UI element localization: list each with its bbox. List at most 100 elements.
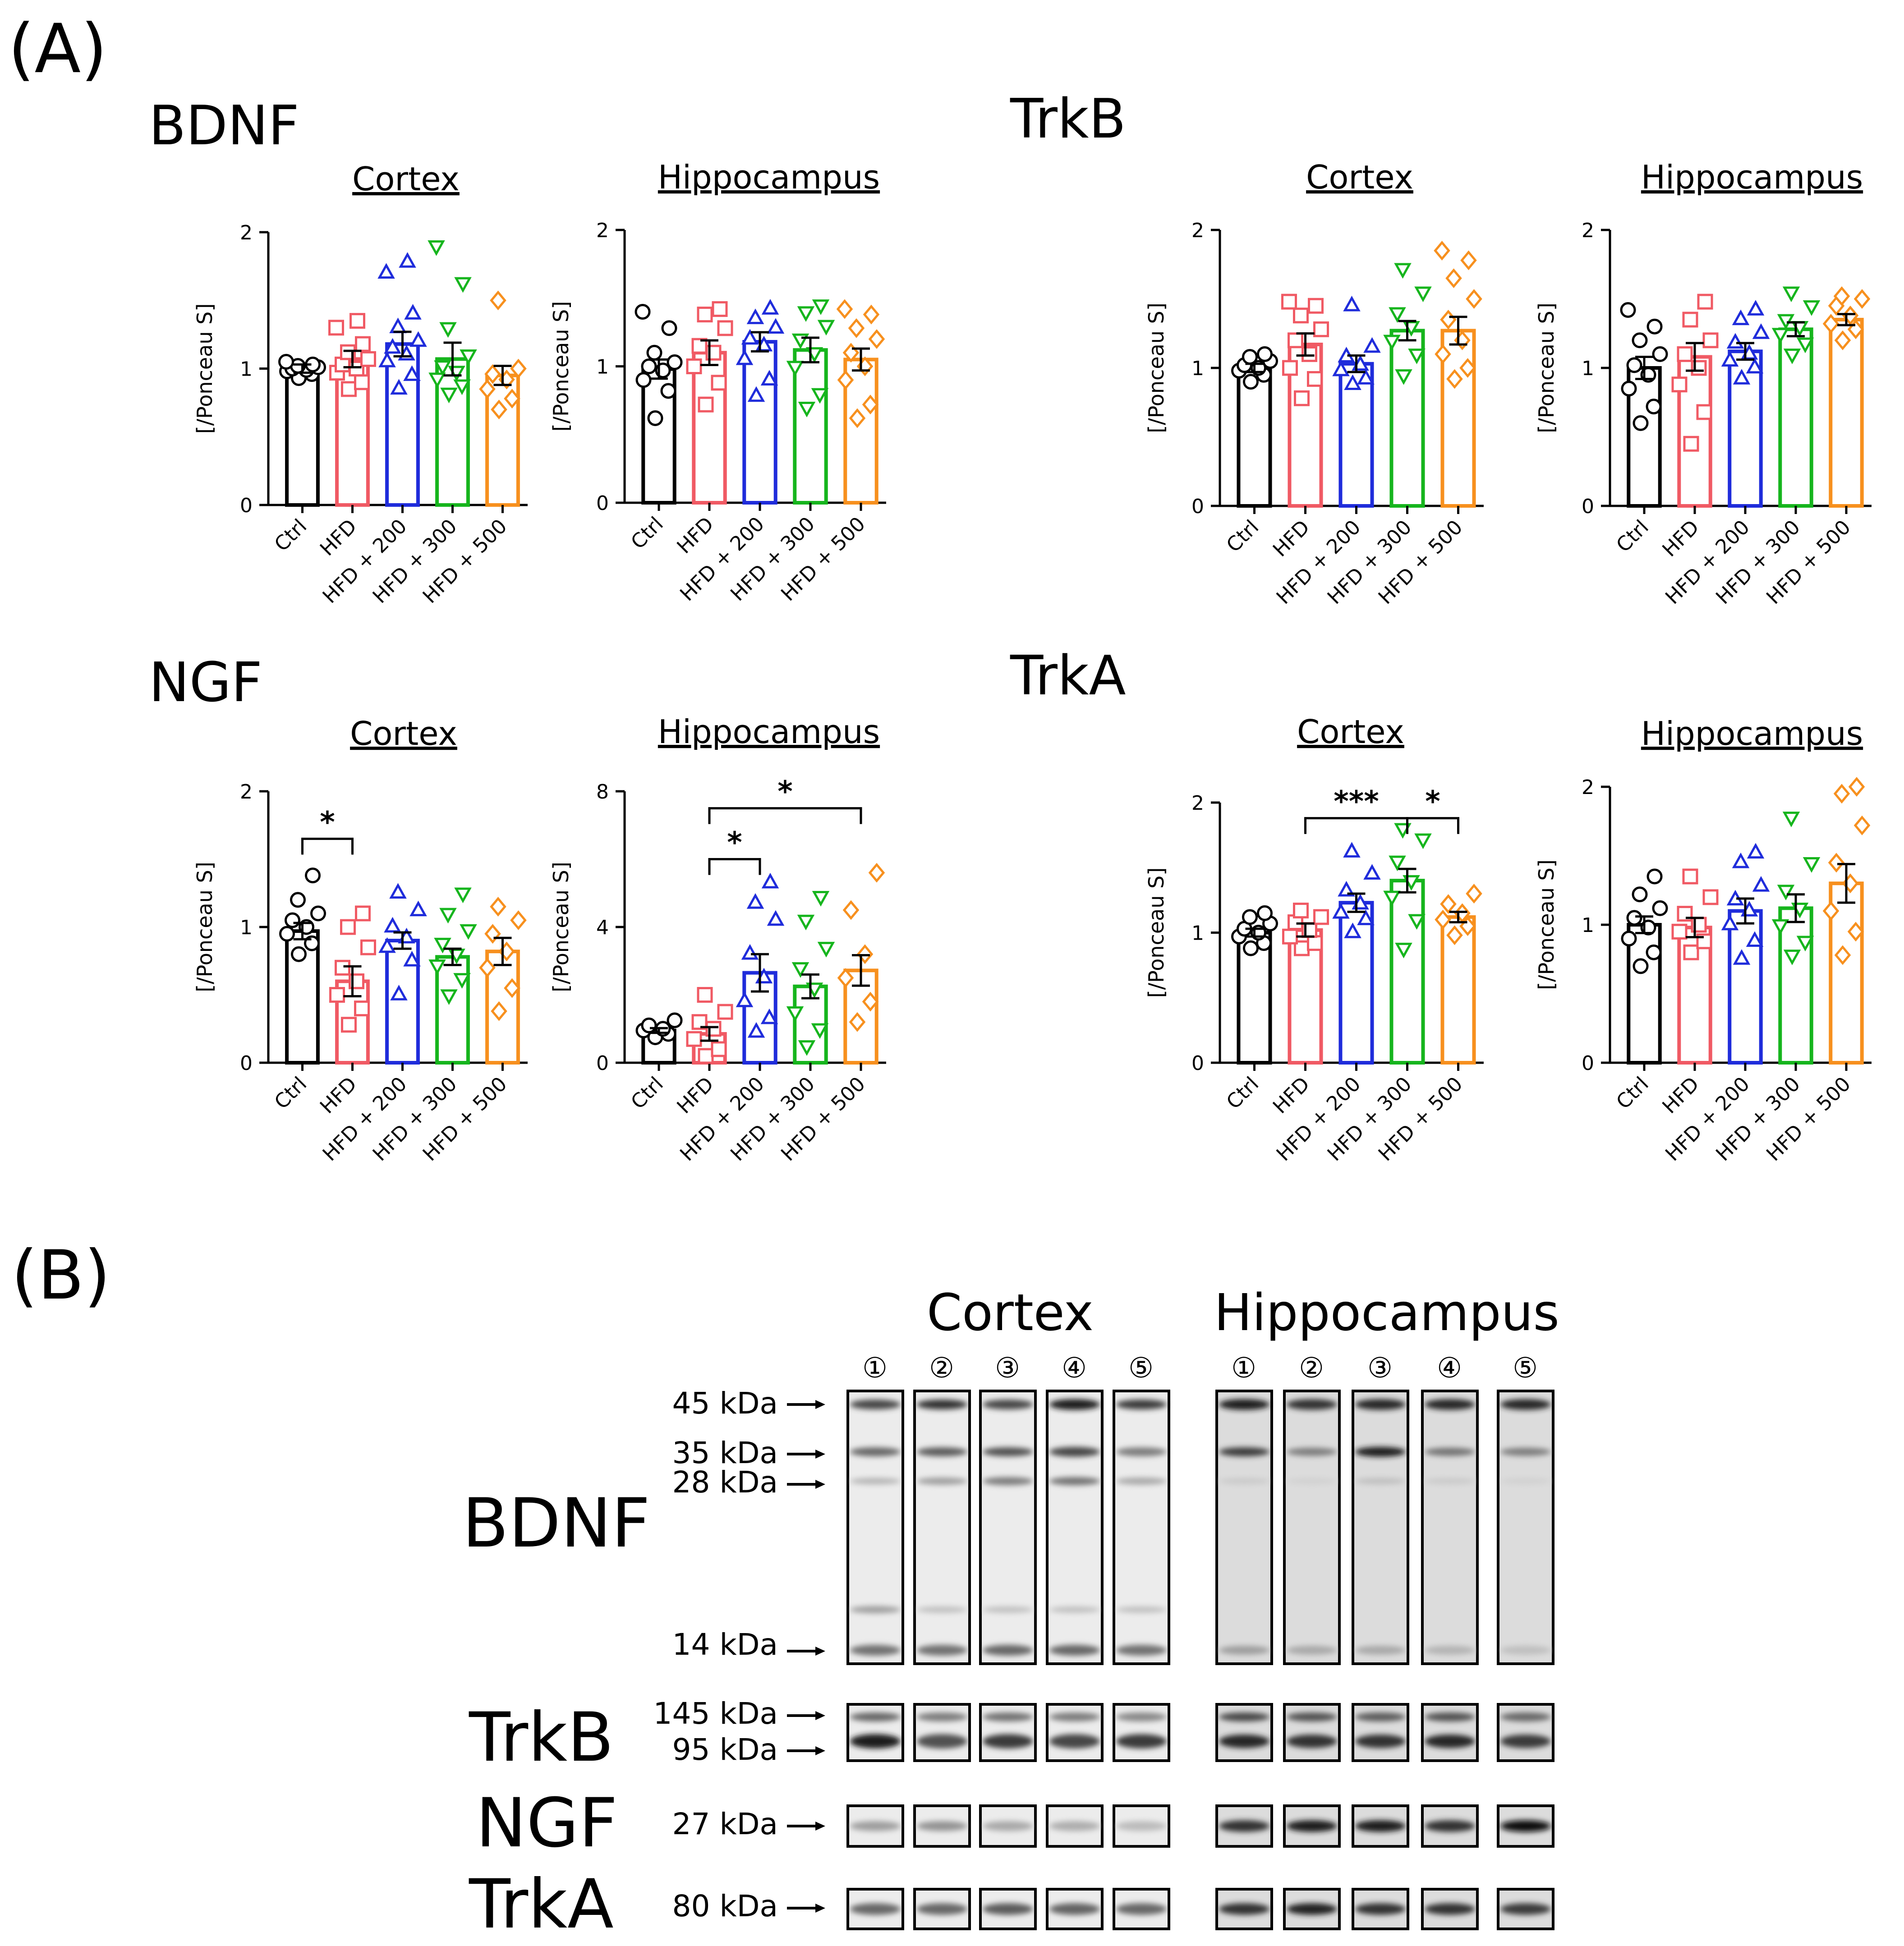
data-point <box>484 364 501 384</box>
data-point <box>767 910 785 926</box>
data-point <box>812 891 830 907</box>
data-point <box>1696 404 1712 420</box>
data-point <box>862 991 879 1012</box>
blot-band <box>916 1478 968 1485</box>
data-point <box>817 320 835 336</box>
blot-band <box>1049 1645 1100 1656</box>
blot-lane <box>1352 1804 1409 1848</box>
lane-number: ④ <box>1437 1351 1462 1384</box>
data-point <box>1671 376 1688 393</box>
data-point <box>761 872 779 889</box>
data-point <box>811 1023 829 1039</box>
blot-band <box>1049 1399 1100 1410</box>
data-point <box>1833 286 1850 306</box>
blot-band <box>850 1734 901 1749</box>
blot-band <box>982 1903 1034 1915</box>
data-point <box>1853 289 1871 309</box>
blot-lane <box>979 1390 1037 1665</box>
y-tick-label: 1 <box>1582 914 1594 937</box>
data-point <box>1646 399 1662 415</box>
data-point <box>278 353 294 370</box>
category-label: Ctrl <box>270 515 311 556</box>
data-point <box>647 410 663 426</box>
lane-numbers: ① ② ③ ④ ⑤ ① ② ③ ④ ⑤ <box>862 1351 1538 1384</box>
kda-arrow-head <box>815 1711 825 1720</box>
data-point <box>440 387 458 404</box>
blot-label-trka: TrkA <box>469 1865 614 1944</box>
blot-lane <box>1497 1804 1554 1848</box>
blot-band <box>1116 1400 1167 1409</box>
data-point <box>646 344 662 361</box>
y-tick-label: 1 <box>240 916 253 939</box>
data-point <box>1671 923 1688 940</box>
data-point <box>797 306 815 322</box>
data-point <box>1383 890 1401 907</box>
blot-lane-frame <box>1215 1390 1273 1665</box>
y-tick-label: 0 <box>596 1052 609 1075</box>
data-point <box>1747 300 1765 316</box>
lane-number: ① <box>1231 1351 1256 1384</box>
data-point <box>736 349 754 365</box>
lane-number: ④ <box>1062 1351 1087 1384</box>
bar <box>285 367 320 507</box>
blot-band <box>1286 1735 1338 1748</box>
kda-arrow-head <box>815 1480 825 1489</box>
data-point <box>842 900 860 920</box>
data-point <box>1343 295 1361 312</box>
blot-label-bdnf: BDNF <box>462 1484 650 1563</box>
data-point <box>1243 374 1259 390</box>
significance-bracket <box>1406 817 1459 834</box>
data-point <box>811 388 829 404</box>
data-point <box>1363 864 1381 880</box>
data-point <box>1395 942 1412 959</box>
lane-number: ② <box>929 1351 954 1384</box>
significance-label: * <box>320 806 335 839</box>
blot-lane <box>1497 1390 1554 1665</box>
blot-lane <box>979 1888 1037 1930</box>
data-point <box>453 973 471 989</box>
category-label: Ctrl <box>1222 1073 1263 1114</box>
kda-label: 14 kDa <box>672 1627 778 1662</box>
data-point <box>1834 330 1851 350</box>
blot-band <box>1116 1447 1167 1456</box>
blot-band <box>1219 1820 1270 1832</box>
data-point <box>484 924 501 944</box>
lane-number: ③ <box>995 1351 1020 1384</box>
data-point <box>389 317 407 333</box>
y-axis-label: [/Ponceau S] <box>1534 303 1559 433</box>
data-point <box>409 331 427 347</box>
blot-band <box>1424 1646 1476 1655</box>
data-point <box>686 358 702 374</box>
blot-band <box>1116 1903 1167 1915</box>
data-point <box>1440 894 1457 914</box>
bar <box>1829 317 1864 508</box>
blot-band <box>982 1821 1034 1831</box>
blot-band <box>1049 1712 1100 1721</box>
data-point <box>863 304 880 325</box>
data-point <box>746 308 764 324</box>
category-label: HFD <box>1658 1073 1703 1118</box>
blot-lane <box>1046 1390 1104 1665</box>
y-axis-label: [/Ponceau S] <box>1144 867 1168 998</box>
y-tick-label: 1 <box>596 356 609 379</box>
blot-band <box>982 1734 1034 1749</box>
y-tick-label: 0 <box>596 492 609 515</box>
protein-label-ngf: NGF <box>149 652 262 714</box>
data-point <box>439 908 457 924</box>
data-point <box>510 358 527 379</box>
blot-lane <box>1113 1804 1170 1848</box>
data-point <box>747 386 765 402</box>
data-point <box>1771 328 1789 344</box>
category-label: Ctrl <box>1612 1073 1653 1114</box>
data-point <box>1389 307 1406 323</box>
data-point <box>510 910 527 930</box>
data-point <box>741 944 759 960</box>
data-point <box>328 320 344 336</box>
blot-band <box>1116 1712 1167 1721</box>
blot-lane-frame <box>979 1390 1037 1665</box>
blot-band <box>1500 1712 1551 1721</box>
data-point <box>1632 886 1648 903</box>
data-point <box>279 926 295 942</box>
data-point <box>1446 925 1463 945</box>
